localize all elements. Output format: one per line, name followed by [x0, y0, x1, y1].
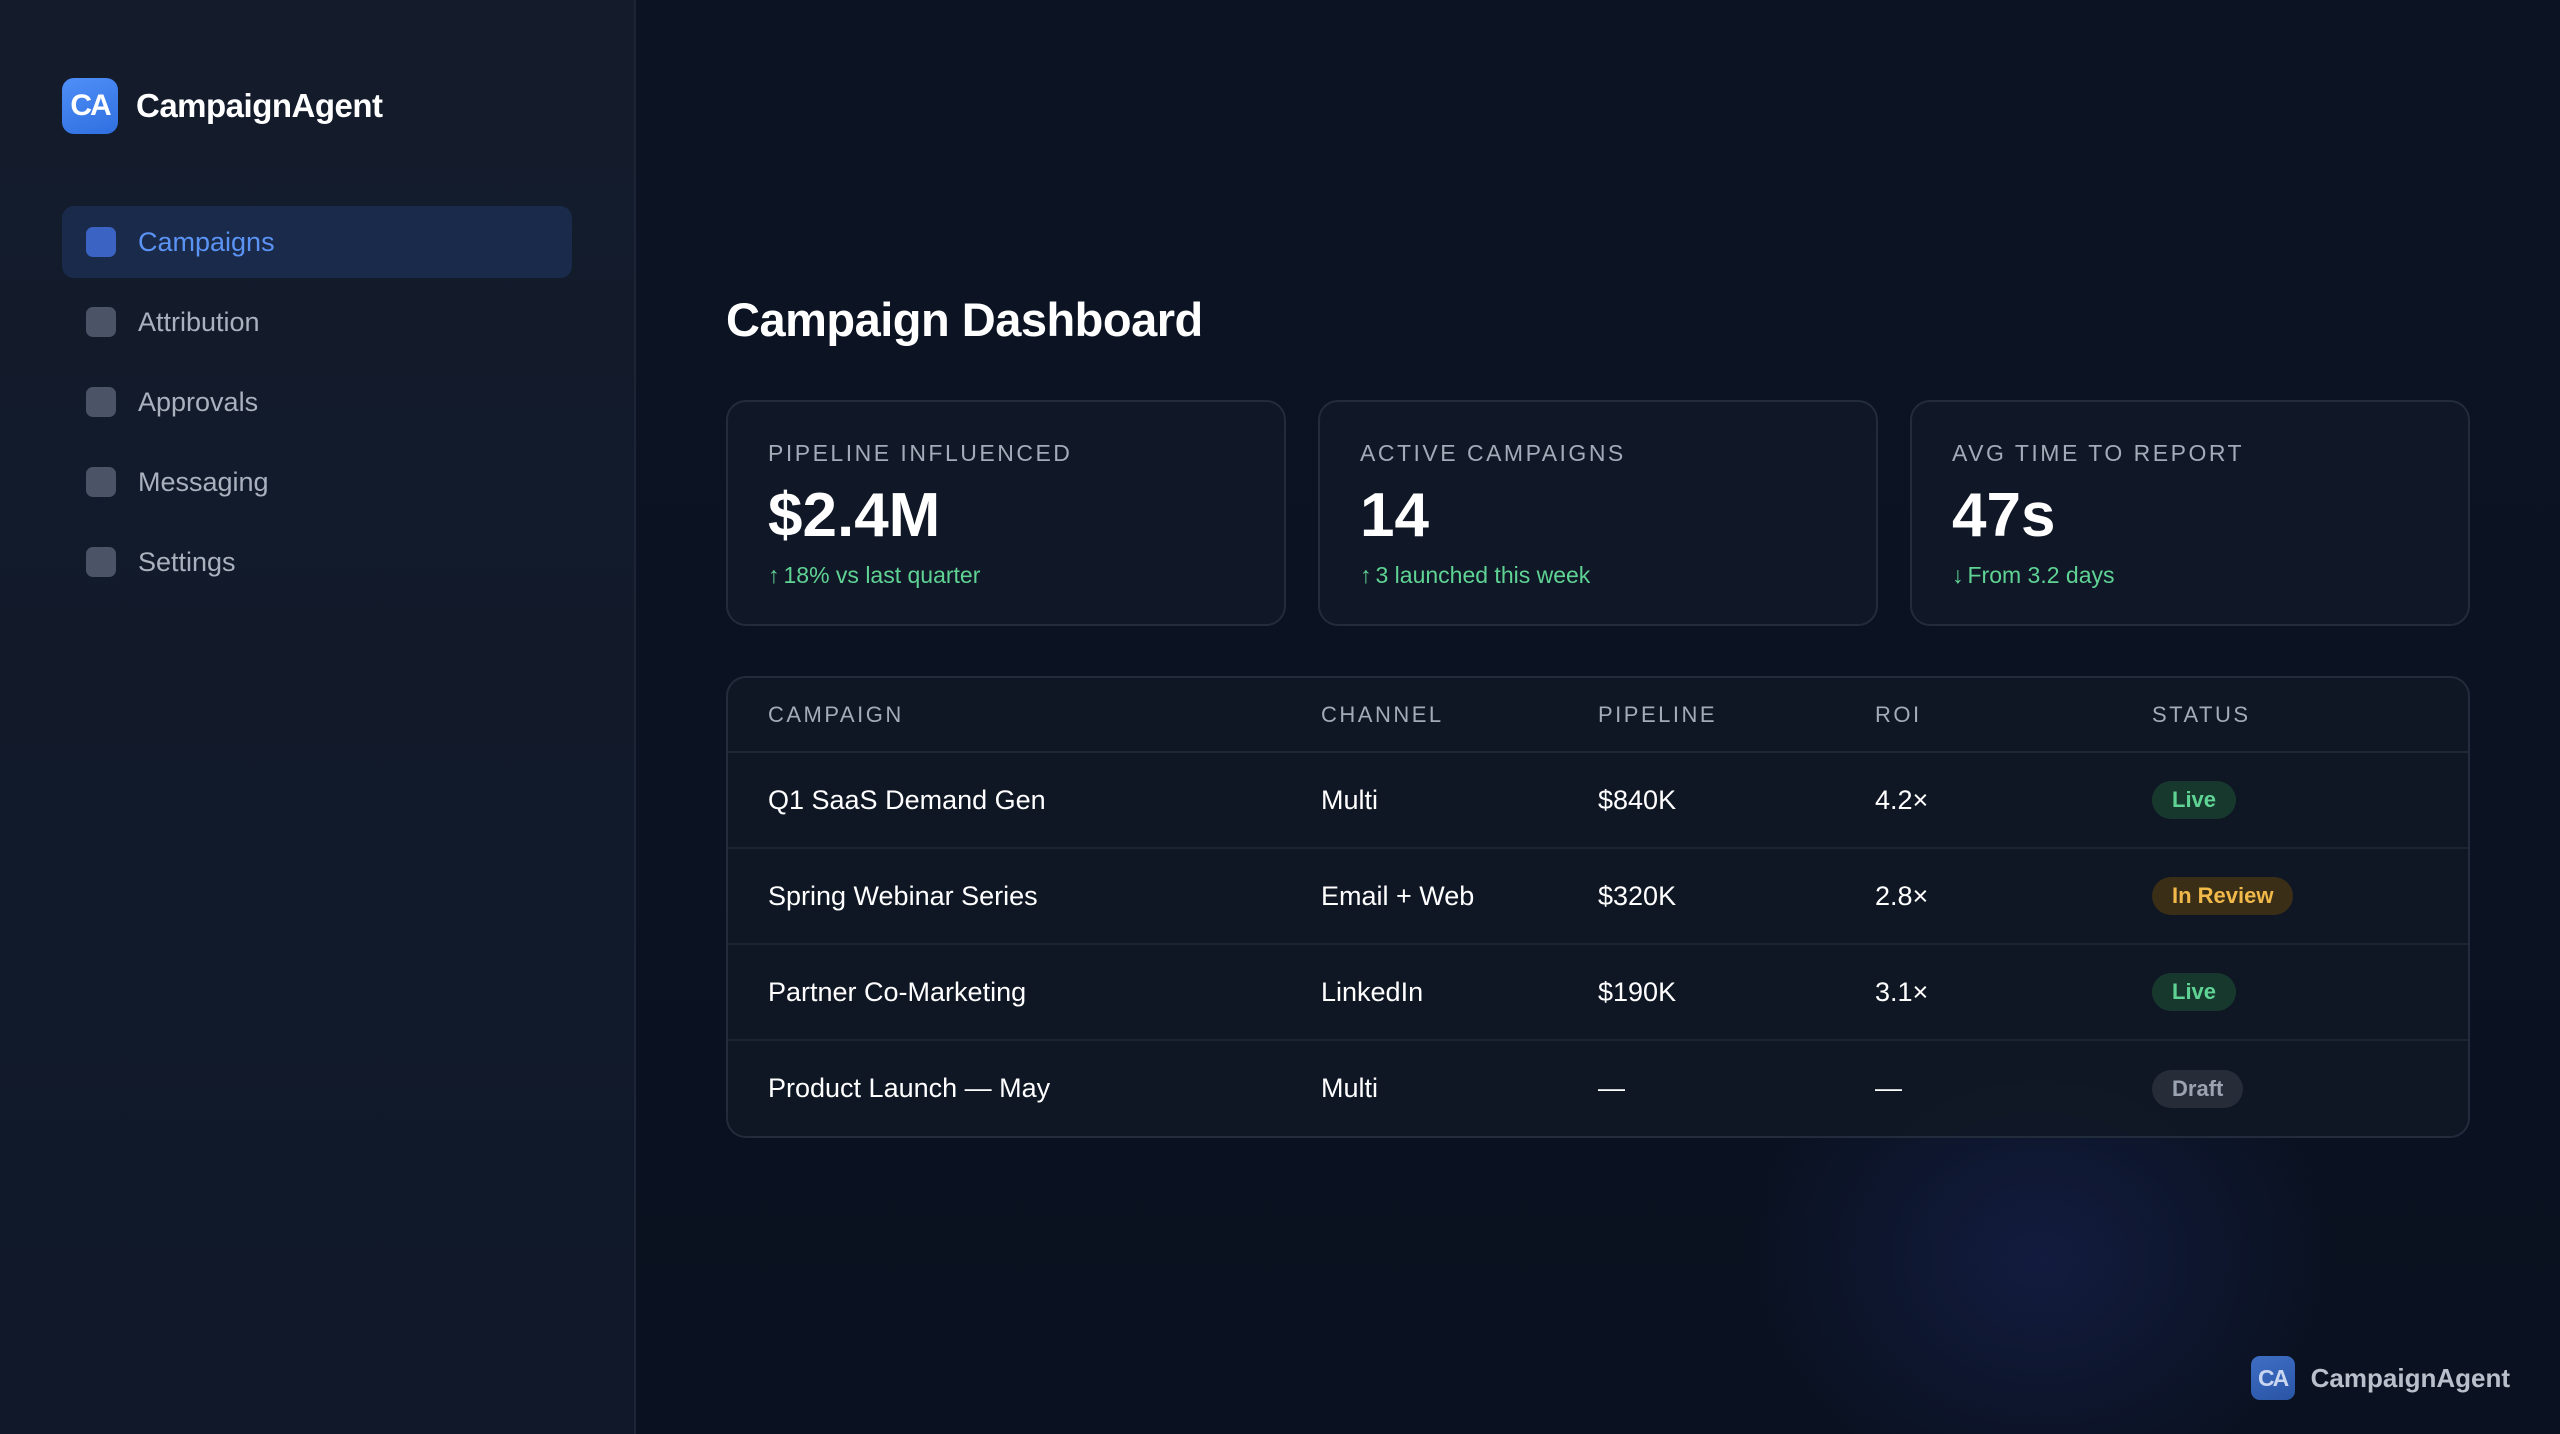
logo-icon: CA: [62, 78, 118, 134]
cell-status: Live: [2152, 944, 2468, 1041]
status-badge: Live: [2152, 781, 2237, 819]
cell-campaign: Product Launch — May: [768, 1073, 1051, 1103]
status-badge: Draft: [2152, 1069, 2244, 1108]
cell-status: Live: [2152, 752, 2468, 849]
column-header-status[interactable]: STATUS: [2152, 678, 2468, 753]
stat-delta-text: 3 launched this week: [1375, 562, 1591, 588]
sidebar-item-messaging[interactable]: Messaging: [62, 446, 572, 518]
cell-pipeline: —: [1598, 1073, 1625, 1103]
stat-delta: ↑ 3 launched this week: [1360, 562, 1836, 589]
brand[interactable]: CA CampaignAgent: [62, 78, 383, 134]
stat-delta-text: From 3.2 days: [1967, 562, 2115, 588]
sidebar-item-label: Messaging: [138, 466, 269, 497]
brand-name: CampaignAgent: [136, 87, 383, 124]
sidebar-item-label: Campaigns: [138, 226, 275, 257]
stat-value: 14: [1360, 481, 1429, 550]
sidebar-item-label: Attribution: [138, 306, 260, 337]
column-header-pipeline[interactable]: PIPELINE: [1598, 678, 1875, 753]
column-header-channel[interactable]: CHANNEL: [1321, 678, 1598, 753]
column-header-roi[interactable]: ROI: [1875, 678, 2152, 753]
cell-pipeline: $320K: [1598, 848, 1875, 945]
stat-value: 47s: [1952, 481, 2056, 550]
sidebar-item-campaigns[interactable]: Campaigns: [62, 206, 572, 278]
table-row[interactable]: Spring Webinar Series Email + Web $320K …: [728, 848, 2468, 945]
sidebar: CA CampaignAgent Campaigns Attribution A…: [0, 0, 636, 1434]
sidebar-item-attribution[interactable]: Attribution: [62, 286, 572, 358]
cell-pipeline: $190K: [1598, 944, 1875, 1041]
table-row[interactable]: Partner Co-Marketing LinkedIn $190K 3.1×…: [728, 944, 2468, 1041]
cell-roi: 4.2×: [1875, 752, 2152, 849]
cell-campaign: Q1 SaaS Demand Gen: [728, 752, 1321, 849]
table-header-row: CAMPAIGN CHANNEL PIPELINE ROI STATUS: [728, 678, 2468, 753]
approvals-icon: [86, 387, 116, 417]
cell-pipeline: $840K: [1598, 752, 1875, 849]
cell-channel: Multi: [1321, 1073, 1379, 1103]
stat-label: AVG TIME TO REPORT: [1952, 440, 2245, 466]
cell-status: In Review: [2152, 848, 2468, 945]
stat-value: $2.4M: [768, 481, 941, 550]
cell-channel: Multi: [1321, 752, 1598, 849]
stat-delta: ↑ 18% vs last quarter: [768, 562, 1244, 589]
messaging-icon: [86, 467, 116, 497]
stat-card-pipeline: PIPELINE INFLUENCED $2.4M ↑ 18% vs last q…: [726, 400, 1286, 626]
cell-channel: LinkedIn: [1321, 944, 1598, 1041]
status-badge: Live: [2152, 973, 2237, 1011]
campaigns-table: CAMPAIGN CHANNEL PIPELINE ROI STATUS Q1 …: [726, 676, 2470, 1138]
campaigns-icon: [86, 227, 116, 257]
sidebar-item-settings[interactable]: Settings: [62, 526, 572, 598]
stat-card-active-campaigns: ACTIVE CAMPAIGNS 14 ↑ 3 launched this wee…: [1318, 400, 1878, 626]
cell-campaign: Spring Webinar Series: [728, 848, 1321, 945]
cell-campaign: Partner Co-Marketing: [728, 944, 1321, 1041]
stat-label: ACTIVE CAMPAIGNS: [1360, 440, 1626, 466]
footer-brand: CA CampaignAgent: [2250, 1356, 2510, 1400]
attribution-icon: [86, 307, 116, 337]
cell-channel: Email + Web: [1321, 848, 1598, 945]
arrow-up-icon: ↑: [1360, 562, 1372, 588]
stat-card-avg-time: AVG TIME TO REPORT 47s ↓ From 3.2 days: [1910, 400, 2470, 626]
table-row[interactable]: Product Launch — May Multi — — Draft: [728, 1040, 2468, 1136]
status-badge: In Review: [2152, 877, 2294, 915]
sidebar-item-label: Settings: [138, 546, 236, 577]
stat-delta: ↓ From 3.2 days: [1952, 562, 2428, 589]
cell-roi: 3.1×: [1875, 944, 2152, 1041]
table-row[interactable]: Q1 SaaS Demand Gen Multi $840K 4.2× Live: [728, 752, 2468, 849]
stat-label: PIPELINE INFLUENCED: [768, 440, 1073, 466]
sidebar-nav: Campaigns Attribution Approvals Messagin…: [62, 206, 572, 606]
column-header-campaign[interactable]: CAMPAIGN: [728, 678, 1321, 753]
footer-logo-icon: CA: [2250, 1356, 2295, 1400]
page-title: Campaign Dashboard: [726, 293, 1203, 346]
cell-roi: 2.8×: [1875, 848, 2152, 945]
settings-icon: [86, 547, 116, 577]
stat-delta-text: 18% vs last quarter: [783, 562, 981, 588]
arrow-up-icon: ↑: [768, 562, 780, 588]
cell-status: Draft: [2152, 1040, 2468, 1136]
sidebar-item-approvals[interactable]: Approvals: [62, 366, 572, 438]
footer-brand-name: CampaignAgent: [2310, 1362, 2510, 1393]
sidebar-item-label: Approvals: [138, 386, 259, 417]
stats-row: PIPELINE INFLUENCED $2.4M ↑ 18% vs last q…: [726, 400, 2470, 626]
arrow-down-icon: ↓: [1952, 562, 1964, 588]
cell-roi: —: [1875, 1073, 1902, 1103]
